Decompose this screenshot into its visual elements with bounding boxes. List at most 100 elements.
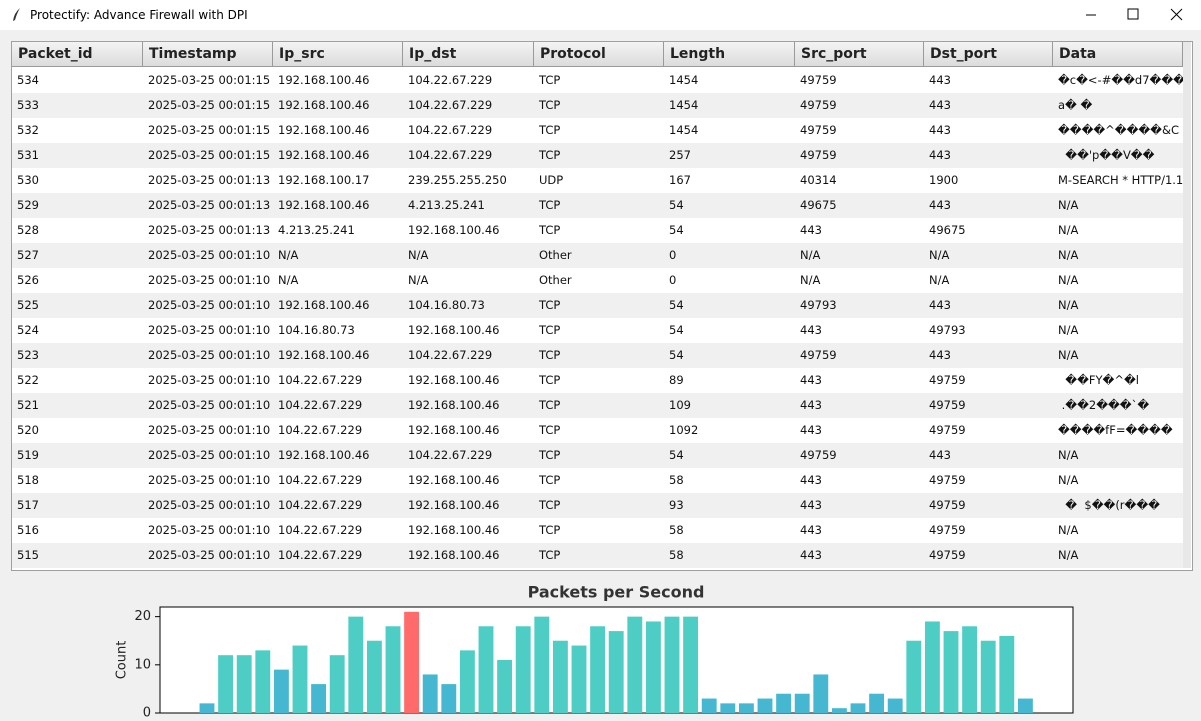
table-row[interactable]: 519 2025-03-25 00:01:10 192.168.100.46 104.… [12,443,1183,468]
column-header[interactable]: Packet_id [12,42,143,67]
table-cell: 49793 [929,323,966,337]
table-cell: 527 [17,248,39,262]
window-controls[interactable] [1051,0,1201,30]
table-cell: 89 [669,373,684,387]
column-header[interactable]: Timestamp [143,42,273,67]
column-header[interactable]: Protocol [534,42,664,67]
table-cell: 93 [669,498,684,512]
table-cell: 192.168.100.46 [278,298,370,312]
table-cell: 1454 [669,73,699,87]
table-cell: N/A [1058,523,1079,537]
table-cell: 2025-03-25 00:01:13 [148,173,271,187]
bar [850,703,866,713]
column-header[interactable]: Dst_port [924,42,1053,67]
table-cell: 49759 [929,473,966,487]
table-cell: 4.213.25.241 [278,223,355,237]
close[interactable] [1170,8,1183,21]
table-cell: 2025-03-25 00:01:10 [148,548,271,562]
table-row[interactable]: 525 2025-03-25 00:01:10 192.168.100.46 104.… [12,293,1183,318]
table-row[interactable]: 522 2025-03-25 00:01:10 104.22.67.229 192.1… [12,368,1183,393]
table-cell: 40314 [800,173,837,187]
table-row[interactable]: 532 2025-03-25 00:01:15 192.168.100.46 104.… [12,118,1183,143]
table-cell: 443 [800,423,822,437]
table-cell: 2025-03-25 00:01:10 [148,423,271,437]
table-row[interactable]: 530 2025-03-25 00:01:13 192.168.100.17 239.… [12,168,1183,193]
table-cell: 49759 [800,348,837,362]
bar [497,660,513,713]
table-row[interactable]: 516 2025-03-25 00:01:10 104.22.67.229 192.1… [12,518,1183,543]
table-cell: TCP [539,298,561,312]
column-header[interactable]: Data [1053,42,1183,67]
table-cell: N/A [800,248,821,262]
table-cell: TCP [539,323,561,337]
column-header[interactable]: Src_port [795,42,924,67]
column-header[interactable]: Ip_src [273,42,403,67]
table-cell: N/A [278,248,299,262]
table-cell: 532 [17,123,39,137]
table-cell: 2025-03-25 00:01:15 [148,123,271,137]
table-row[interactable]: 518 2025-03-25 00:01:10 104.22.67.229 192.1… [12,468,1183,493]
table-row[interactable]: 524 2025-03-25 00:01:10 104.16.80.73 192.16… [12,318,1183,343]
table-cell: 443 [800,398,822,412]
table-cell: 443 [800,323,822,337]
table-cell: 58 [669,548,684,562]
table-cell: 523 [17,348,39,362]
table-cell: 104.22.67.229 [278,498,363,512]
table-row[interactable]: 523 2025-03-25 00:01:10 192.168.100.46 104.… [12,343,1183,368]
table-cell: 2025-03-25 00:01:10 [148,498,271,512]
table-cell: 519 [17,448,39,462]
table-row[interactable]: 527 2025-03-25 00:01:10 N/A N/A Other 0 N/A N/A… [12,243,1183,268]
table-row[interactable]: 520 2025-03-25 00:01:10 104.22.67.229 192.1… [12,418,1183,443]
table-cell: 49759 [800,448,837,462]
bar [273,669,289,713]
table-row[interactable]: 531 2025-03-25 00:01:15 192.168.100.46 104.… [12,143,1183,168]
table-row[interactable]: 521 2025-03-25 00:01:10 104.22.67.229 192.1… [12,393,1183,418]
scrollbar[interactable] [1183,42,1191,568]
table-row[interactable]: 529 2025-03-25 00:01:13 192.168.100.46 4.21… [12,193,1183,218]
bar [980,640,996,713]
table-cell: 54 [669,223,684,237]
table-cell: 54 [669,348,684,362]
bar [366,640,382,713]
table-cell: 192.168.100.46 [278,73,370,87]
table-cell: TCP [539,123,561,137]
table-cell: 524 [17,323,39,337]
table-cell: 192.168.100.46 [408,473,500,487]
table-cell: 4.213.25.241 [408,198,485,212]
table-cell: TCP [539,198,561,212]
table-cell: TCP [539,423,561,437]
column-header[interactable]: Length [664,42,795,67]
table-row[interactable]: 528 2025-03-25 00:01:13 4.213.25.241 192.16… [12,218,1183,243]
bar [459,650,475,713]
table-cell: 1454 [669,123,699,137]
table-cell: 2025-03-25 00:01:10 [148,323,271,337]
table-cell: 530 [17,173,39,187]
table-cell: TCP [539,473,561,487]
table-cell: N/A [1058,323,1079,337]
table-cell: 2025-03-25 00:01:10 [148,398,271,412]
table-row[interactable]: 526 2025-03-25 00:01:10 N/A N/A Other 0 N/A N/A… [12,268,1183,293]
table-cell: 104.22.67.229 [278,523,363,537]
table-cell: 522 [17,373,39,387]
table-row[interactable]: 534 2025-03-25 00:01:15 192.168.100.46 104.… [12,68,1183,93]
table-cell: N/A [278,273,299,287]
table-cell: 49675 [800,198,837,212]
table-cell: 443 [800,373,822,387]
table-cell: 520 [17,423,39,437]
table-cell: TCP [539,348,561,362]
table-cell: N/A [1058,273,1079,287]
table-cell: 54 [669,298,684,312]
table-cell: 443 [800,223,822,237]
table-cell: 2025-03-25 00:01:10 [148,348,271,362]
table-cell: 49759 [929,398,966,412]
table-cell: 1092 [669,423,699,437]
table-cell: TCP [539,148,561,162]
column-header[interactable]: Ip_dst [403,42,534,67]
table-row[interactable]: 533 2025-03-25 00:01:15 192.168.100.46 104.… [12,93,1183,118]
maximize[interactable] [1127,8,1139,20]
table-row[interactable]: 515 2025-03-25 00:01:10 104.22.67.229 192.1… [12,543,1183,568]
table-cell: 521 [17,398,39,412]
y-tick-label: 20 [134,609,151,624]
table-cell: a� � [1058,98,1093,112]
table-row[interactable]: 517 2025-03-25 00:01:10 104.22.67.229 192.1… [12,493,1183,518]
